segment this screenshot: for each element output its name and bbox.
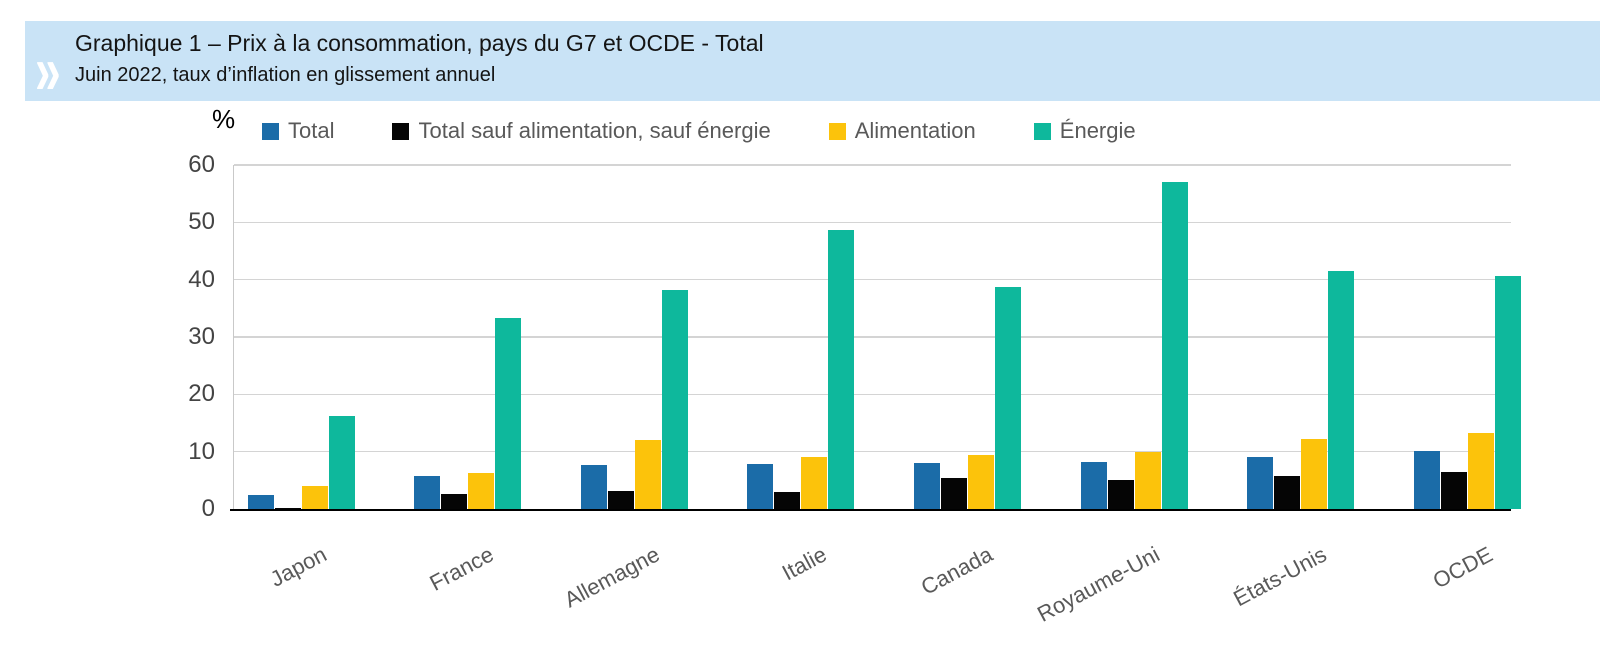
bar bbox=[1328, 270, 1355, 509]
plot-area bbox=[230, 164, 1521, 511]
gridline-60 bbox=[234, 164, 1511, 166]
bar bbox=[274, 507, 301, 509]
bar-group-États-Unis bbox=[1247, 270, 1355, 509]
bar bbox=[328, 415, 355, 509]
bar bbox=[1107, 479, 1134, 509]
bar bbox=[1161, 181, 1188, 509]
header-titles: Graphique 1 – Prix à la consommation, pa… bbox=[75, 26, 764, 90]
bar bbox=[414, 475, 441, 509]
bar bbox=[1274, 475, 1301, 509]
bar-group-Japon bbox=[247, 415, 355, 509]
legend-label: Total bbox=[288, 118, 335, 143]
legend-label: Énergie bbox=[1059, 118, 1136, 143]
bar bbox=[441, 493, 468, 509]
chart-title: Graphique 1 – Prix à la consommation, pa… bbox=[75, 30, 764, 56]
x-axis-label-Japon: Japon bbox=[265, 541, 331, 592]
y-tick-label-40: 40 bbox=[188, 265, 215, 293]
legend: Total Total sauf alimentation, sauf énerg… bbox=[262, 118, 1136, 144]
legend-swatch-icon bbox=[392, 122, 410, 140]
bar bbox=[607, 490, 634, 509]
y-tick-label-60: 60 bbox=[188, 151, 215, 178]
bar bbox=[994, 286, 1021, 509]
bar bbox=[774, 492, 801, 509]
bar bbox=[1301, 439, 1328, 509]
bar bbox=[1494, 276, 1521, 509]
legend-swatch-icon bbox=[262, 122, 279, 140]
bar bbox=[801, 456, 828, 509]
bar-group-Canada bbox=[913, 286, 1021, 509]
bar bbox=[940, 478, 967, 509]
bar bbox=[580, 465, 607, 509]
x-axis-label-Royaume-Uni: Royaume-Uni bbox=[1033, 541, 1164, 627]
legend-label: Total sauf alimentation, sauf énergie bbox=[418, 118, 771, 143]
gridline-50 bbox=[234, 221, 1511, 224]
bar bbox=[1413, 450, 1440, 509]
legend-label: Alimentation bbox=[854, 118, 976, 143]
bar-group-Royaume-Uni bbox=[1080, 181, 1188, 509]
bar-group-OCDE bbox=[1413, 276, 1521, 509]
header-band: » Graphique 1 – Prix à la consommation, … bbox=[25, 21, 1600, 109]
bar bbox=[1467, 433, 1494, 509]
bar bbox=[747, 463, 774, 509]
legend-item-0: Total bbox=[262, 118, 334, 144]
gridline-10 bbox=[234, 450, 1511, 453]
bar bbox=[495, 317, 522, 509]
y-tick-label-30: 30 bbox=[188, 323, 215, 350]
bar bbox=[967, 455, 994, 509]
legend-item-1: Total sauf alimentation, sauf énergie bbox=[392, 118, 771, 144]
y-tick-label-50: 50 bbox=[188, 208, 215, 236]
x-axis-label-Italie: Italie bbox=[777, 541, 831, 586]
y-tick-label-10: 10 bbox=[188, 437, 215, 465]
bar-group-Allemagne bbox=[580, 290, 688, 509]
bar bbox=[301, 486, 328, 509]
bar bbox=[661, 290, 688, 509]
bar bbox=[1080, 462, 1107, 509]
gridline-40 bbox=[234, 278, 1511, 281]
x-axis-line bbox=[230, 508, 1511, 511]
legend-item-3: Énergie bbox=[1033, 118, 1136, 144]
y-tick-label-20: 20 bbox=[188, 380, 215, 408]
bar bbox=[1440, 471, 1467, 509]
oecd-chevron-icon: » bbox=[35, 33, 61, 109]
bar-group-France bbox=[414, 317, 522, 509]
bar bbox=[1134, 452, 1161, 509]
gridline-20 bbox=[234, 393, 1511, 396]
y-tick-label-0: 0 bbox=[201, 495, 215, 522]
legend-item-2: Alimentation bbox=[828, 118, 976, 144]
x-axis-label-OCDE: OCDE bbox=[1428, 541, 1497, 594]
x-axis-label-États-Unis: États-Unis bbox=[1228, 541, 1331, 612]
y-axis-unit-label: % bbox=[212, 104, 236, 134]
x-axis-label-Canada: Canada bbox=[917, 541, 998, 600]
chart-subtitle: Juin 2022, taux d’inflation en glissemen… bbox=[75, 64, 496, 86]
bar bbox=[913, 462, 940, 509]
bar bbox=[1247, 457, 1274, 509]
gridline-30 bbox=[234, 336, 1511, 338]
bar bbox=[828, 229, 855, 509]
bar bbox=[247, 495, 274, 509]
legend-swatch-icon bbox=[1033, 122, 1051, 140]
legend-swatch-icon bbox=[828, 122, 846, 140]
x-axis-label-France: France bbox=[425, 541, 498, 596]
bar-group-Italie bbox=[747, 229, 855, 509]
bar bbox=[634, 440, 661, 509]
x-axis-label-Allemagne: Allemagne bbox=[560, 541, 664, 613]
bar bbox=[468, 472, 495, 509]
